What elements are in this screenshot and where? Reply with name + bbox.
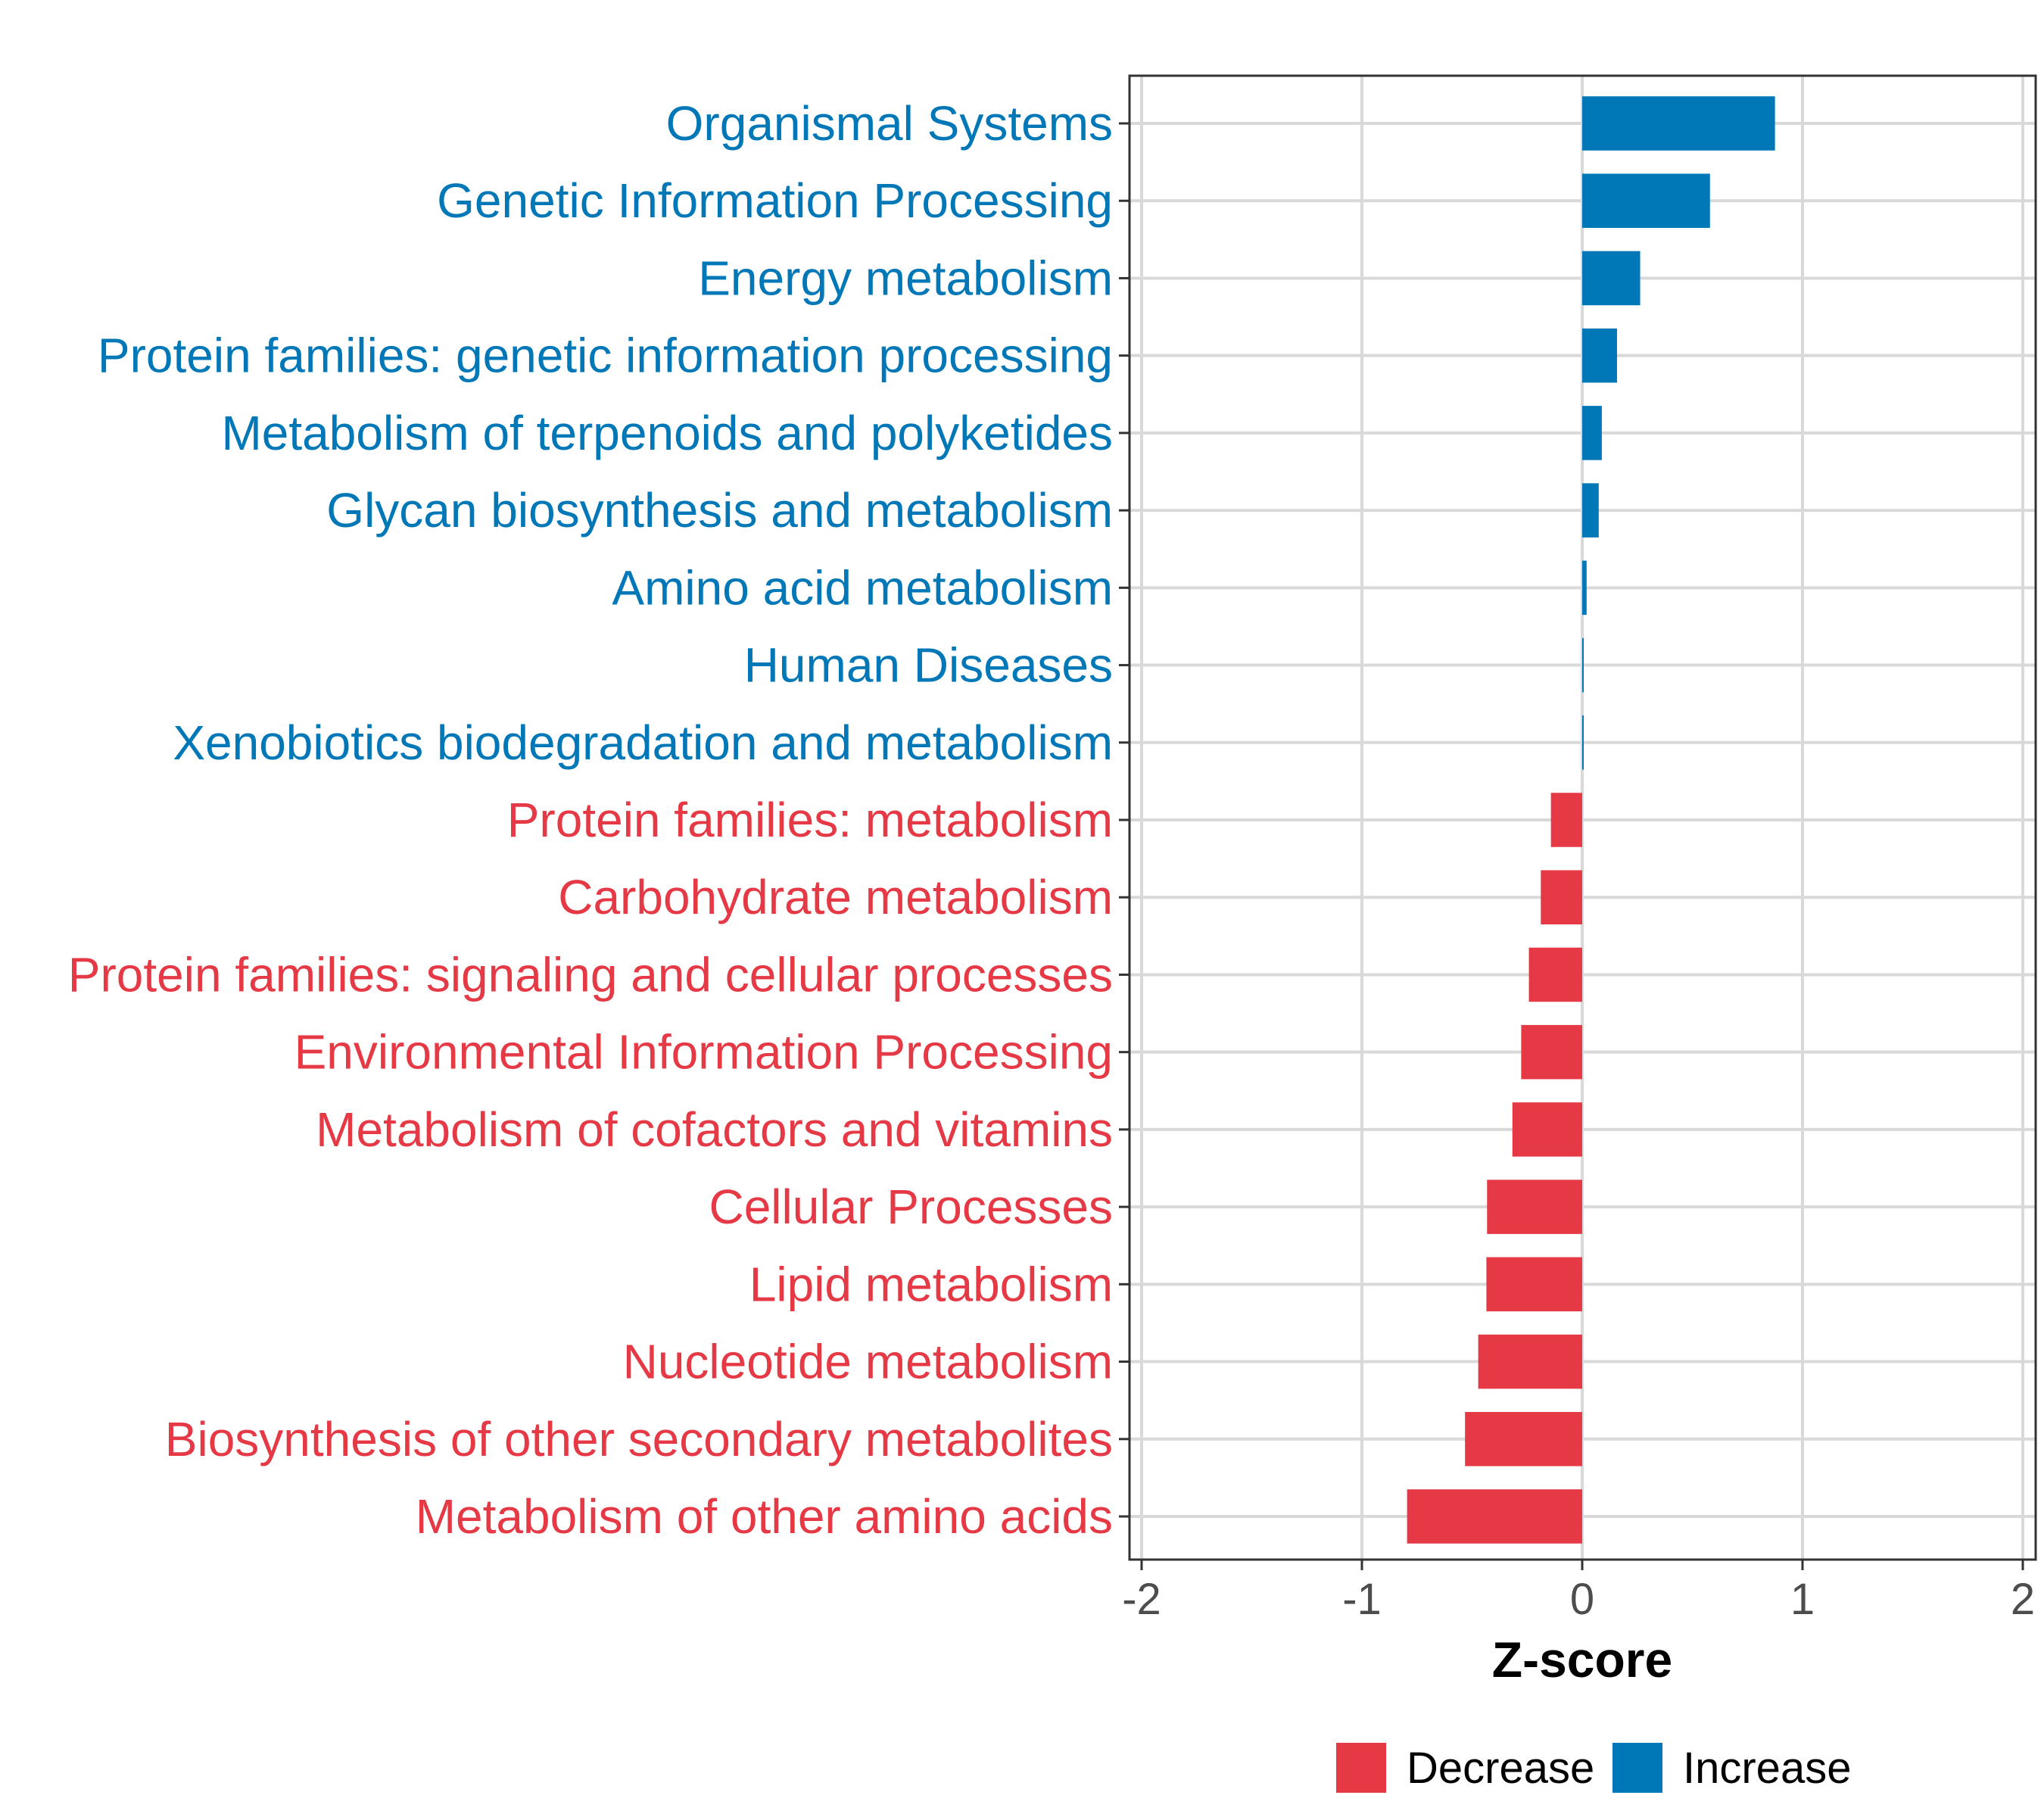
bar xyxy=(1582,251,1640,306)
category-label: Biosynthesis of other secondary metaboli… xyxy=(165,1412,1113,1466)
x-tick-label: 1 xyxy=(1790,1575,1815,1624)
bar xyxy=(1582,328,1617,383)
category-label: Lipid metabolism xyxy=(749,1257,1113,1311)
x-tick-label: 2 xyxy=(2011,1575,2035,1624)
bar xyxy=(1582,637,1584,693)
bar xyxy=(1582,173,1710,228)
bar xyxy=(1550,793,1582,847)
bar xyxy=(1582,715,1584,770)
legend-label-increase: Increase xyxy=(1683,1744,1851,1793)
bar xyxy=(1582,96,1775,151)
category-label: Protein families: signaling and cellular… xyxy=(68,947,1113,1002)
bar xyxy=(1521,1024,1582,1080)
bar xyxy=(1512,1102,1582,1157)
bar xyxy=(1465,1412,1582,1466)
category-label: Human Diseases xyxy=(744,638,1113,693)
category-label: Metabolism of other amino acids xyxy=(416,1489,1113,1544)
bar xyxy=(1582,483,1599,538)
bar xyxy=(1582,406,1602,460)
y-axis-ticks xyxy=(1119,122,1129,1518)
bar xyxy=(1487,1180,1582,1234)
category-label: Amino acid metabolism xyxy=(612,560,1113,615)
x-tick-label: -1 xyxy=(1342,1575,1382,1624)
y-axis-labels: Organismal Systems Genetic Information Pr… xyxy=(68,96,1113,1544)
bar xyxy=(1528,947,1582,1002)
legend-label-decrease: Decrease xyxy=(1407,1744,1594,1793)
bar xyxy=(1486,1257,1582,1312)
bar xyxy=(1582,560,1587,616)
category-label: Glycan biosynthesis and metabolism xyxy=(326,483,1113,538)
bar xyxy=(1541,870,1582,924)
x-tick-label: -2 xyxy=(1122,1575,1161,1624)
bar xyxy=(1478,1334,1582,1389)
bars xyxy=(1407,96,1775,1544)
legend: Decrease Increase xyxy=(1336,1743,1851,1793)
category-label: Nucleotide metabolism xyxy=(623,1335,1113,1389)
category-label: Carbohydrate metabolism xyxy=(558,870,1113,924)
category-label: Cellular Processes xyxy=(709,1180,1113,1234)
x-tick-label: 0 xyxy=(1570,1575,1594,1624)
category-label: Protein families: metabolism xyxy=(507,793,1113,847)
category-label: Xenobiotics biodegradation and metabolis… xyxy=(173,715,1113,770)
x-axis-labels: -2 -1 0 1 2 xyxy=(1122,1575,2035,1624)
bar xyxy=(1407,1489,1582,1544)
x-axis-title: Z-score xyxy=(1492,1632,1672,1688)
category-label: Metabolism of terpenoids and polyketides xyxy=(221,406,1113,460)
category-label: Organismal Systems xyxy=(666,96,1113,151)
category-label: Energy metabolism xyxy=(698,251,1113,305)
legend-swatch-increase xyxy=(1612,1743,1662,1793)
legend-swatch-decrease xyxy=(1336,1743,1386,1793)
category-label: Protein families: genetic information pr… xyxy=(98,329,1113,383)
category-label: Metabolism of cofactors and vitamins xyxy=(316,1102,1113,1157)
category-label: Environmental Information Processing xyxy=(294,1025,1113,1080)
x-axis-ticks xyxy=(1140,1560,2024,1570)
category-label: Genetic Information Processing xyxy=(437,173,1113,228)
